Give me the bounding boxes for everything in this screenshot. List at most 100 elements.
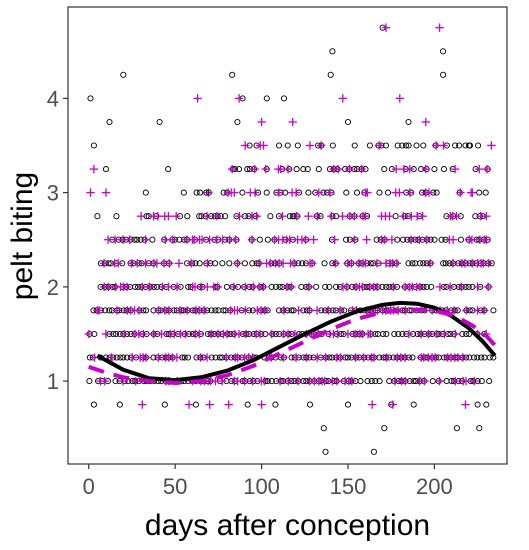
data-point-circle <box>433 189 440 196</box>
data-point-circle <box>322 283 329 290</box>
data-point-plus <box>368 400 377 409</box>
data-point-plus <box>141 235 150 244</box>
data-point-circle <box>181 354 188 361</box>
data-point-circle <box>321 260 328 267</box>
data-point-plus <box>202 212 212 221</box>
data-point-plus <box>301 235 310 244</box>
data-point-circle <box>116 401 123 408</box>
data-point-plus <box>333 329 342 339</box>
data-point-plus <box>291 188 301 197</box>
data-point-plus <box>233 306 242 315</box>
data-point-plus <box>380 235 389 244</box>
data-point-plus <box>287 282 296 292</box>
data-point-plus <box>141 259 150 268</box>
data-point-plus <box>128 353 137 362</box>
data-point-plus <box>445 282 455 292</box>
data-point-circle <box>90 401 97 408</box>
data-point-plus <box>415 282 425 292</box>
data-point-circle <box>193 189 200 196</box>
data-point-plus <box>351 353 360 362</box>
data-point-circle <box>440 260 447 267</box>
data-point-plus <box>313 353 322 362</box>
data-point-plus <box>338 212 347 221</box>
data-point-circle <box>391 330 398 338</box>
data-point-circle <box>351 142 358 149</box>
data-point-plus <box>401 306 410 315</box>
data-point-plus <box>241 141 250 150</box>
data-point-plus <box>165 259 174 268</box>
data-point-plus <box>440 329 449 339</box>
data-point-circle <box>413 142 420 149</box>
data-point-circle <box>438 236 445 243</box>
data-point-circle <box>478 378 485 385</box>
data-point-circle <box>276 283 283 290</box>
data-point-circle <box>212 354 219 361</box>
data-point-plus <box>336 353 345 362</box>
data-point-plus <box>305 306 314 315</box>
data-point-circle <box>405 260 412 267</box>
data-point-plus <box>404 329 414 339</box>
data-point-plus <box>421 164 430 174</box>
data-point-plus <box>482 164 492 174</box>
data-point-circle <box>134 236 141 243</box>
data-point-plus <box>233 259 242 268</box>
data-point-circle <box>208 307 215 314</box>
data-point-circle <box>409 354 416 361</box>
data-point-plus <box>203 259 212 268</box>
data-point-circle <box>305 189 312 196</box>
data-point-plus <box>405 188 415 197</box>
data-point-circle <box>288 307 295 314</box>
data-point-plus <box>212 212 222 221</box>
data-point-circle <box>465 142 473 149</box>
data-point-plus <box>222 353 231 362</box>
data-point-plus <box>424 329 433 339</box>
data-point-plus <box>149 329 158 339</box>
data-point-plus <box>317 141 326 150</box>
data-point-plus <box>257 117 266 127</box>
data-point-plus <box>357 164 366 174</box>
data-point-plus <box>259 141 268 150</box>
data-point-circle <box>395 330 402 338</box>
data-point-circle <box>249 260 256 267</box>
data-point-plus <box>252 212 261 221</box>
data-point-plus <box>278 212 287 221</box>
data-point-circle <box>409 260 416 267</box>
data-point-plus <box>283 164 293 174</box>
x-axis-title: days after conception <box>145 509 430 542</box>
data-point-circle <box>161 401 168 408</box>
data-point-plus <box>363 188 372 197</box>
data-point-plus <box>307 259 317 268</box>
data-point-circle <box>226 260 233 267</box>
data-point-circle <box>410 401 417 408</box>
data-point-circle <box>329 142 336 149</box>
data-point-circle <box>320 425 327 432</box>
data-point-plus <box>133 259 142 268</box>
data-point-circle <box>212 307 219 314</box>
data-point-plus <box>257 400 266 409</box>
data-point-plus <box>435 376 444 386</box>
data-point-circle <box>482 189 489 196</box>
data-point-plus <box>187 259 196 268</box>
data-point-plus <box>399 212 408 221</box>
data-point-plus <box>330 235 339 244</box>
data-point-circle <box>428 283 435 290</box>
data-point-circle <box>184 354 192 361</box>
data-point-plus <box>284 376 293 386</box>
data-point-circle <box>322 448 329 455</box>
data-point-plus <box>320 376 329 386</box>
data-point-circle <box>117 354 124 361</box>
y-tick-label: 4 <box>47 86 59 111</box>
data-point-plus <box>248 376 257 386</box>
data-point-plus <box>372 259 382 268</box>
data-point-circle <box>327 71 334 78</box>
data-point-plus <box>385 212 394 221</box>
data-point-circle <box>486 354 493 361</box>
data-point-circle <box>465 283 472 290</box>
data-point-circle <box>106 118 113 126</box>
data-point-plus <box>312 306 322 315</box>
data-point-circle <box>457 236 464 243</box>
data-point-circle <box>304 166 311 173</box>
data-point-plus <box>99 259 109 268</box>
data-point-plus <box>325 188 335 197</box>
